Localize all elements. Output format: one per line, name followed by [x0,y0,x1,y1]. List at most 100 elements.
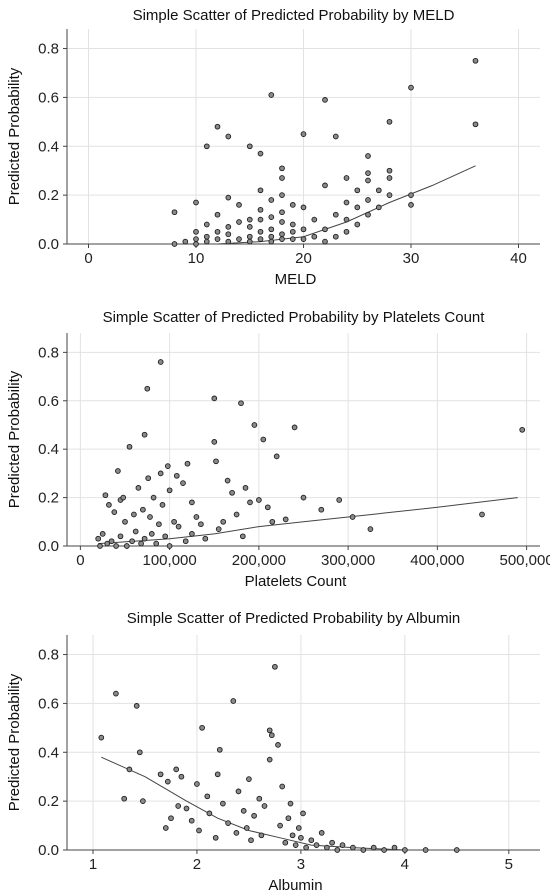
data-point [188,817,195,824]
data-point [264,504,271,511]
data-point [193,228,199,235]
data-point [332,133,339,140]
data-point [123,543,130,549]
data-point [214,236,221,242]
y-axis-label: Predicted Probability [6,370,23,508]
data-point [273,453,280,460]
data-point [269,518,276,525]
data-point [216,746,223,753]
data-point [300,226,307,233]
data-point [519,426,526,433]
data-point [268,214,275,220]
data-point [386,167,393,174]
data-point [150,494,157,501]
data-point [171,241,178,247]
data-point [203,233,210,240]
data-point [230,698,237,704]
data-point [145,475,152,482]
y-tick-label: 0.8 [38,41,59,58]
data-point [129,538,135,545]
data-point [240,808,247,814]
data-point [289,228,296,235]
data-point [247,499,253,506]
data-point [257,236,264,242]
data-point [203,238,210,245]
data-point [354,187,361,194]
data-point [322,182,328,189]
data-point [300,204,307,211]
data-point [343,175,350,181]
data-point [147,514,153,520]
data-point [268,238,275,245]
data-point [214,228,221,235]
data-point [141,431,148,438]
data-point [140,506,146,513]
data-point [175,523,182,530]
data-point [246,143,253,150]
data-point [203,221,210,228]
data-point [233,830,240,836]
data-point [408,84,414,91]
data-point [136,749,143,756]
data-point [386,118,393,125]
y-tick-label: 0.6 [38,89,59,106]
data-point [164,463,171,469]
x-axis-label: MELD [275,271,317,288]
data-point [157,470,164,477]
y-tick-label: 0.0 [38,842,59,859]
data-point [113,543,119,549]
data-point [157,771,164,778]
data-point [279,165,285,172]
chart-title: Simple Scatter of Predicted Probability … [127,610,461,627]
data-point [126,766,133,773]
data-point [289,202,296,208]
data-point [266,756,273,763]
data-point [322,97,328,103]
data-point [311,216,318,223]
data-point [199,724,205,731]
data-point [133,703,140,709]
data-point [386,192,393,198]
data-point [256,497,262,503]
y-tick-label: 0.2 [38,490,59,507]
data-point [256,795,263,802]
data-point [135,485,142,491]
x-tick-label: 40 [510,250,527,267]
data-point [236,219,242,225]
data-point [102,492,109,499]
data-point [303,844,309,851]
data-point [308,837,315,844]
data-point [408,192,414,198]
data-point [365,211,371,218]
data-point [279,209,285,216]
data-point [157,359,164,365]
y-tick-label: 0.6 [38,695,59,712]
data-point [144,385,151,392]
data-point [225,133,232,140]
data-point [367,526,374,532]
y-tick-label: 0.4 [38,138,59,155]
data-point [183,805,190,812]
x-tick-label: 4 [401,856,409,873]
data-point [99,531,106,537]
data-point [182,238,189,245]
data-point [215,526,222,532]
data-point [173,766,180,773]
data-point [268,92,275,98]
data-point [311,233,318,240]
data-point [289,236,296,242]
data-point [189,531,195,537]
x-tick-label: 400,000 [410,552,464,569]
data-point [138,540,144,547]
scatter-panel-3: 1 2 3 4 5 0.0 0.2 0.4 0.6 0.8 Simple Scatter of Pr… [6,610,540,894]
data-point [334,847,341,853]
x-axis-label: Albumin [268,877,322,894]
x-tick-label: 1 [89,856,97,873]
data-point [175,803,182,809]
data-point [225,231,232,238]
data-point [257,228,264,235]
data-point [277,822,283,829]
data-point [180,480,186,486]
data-point [168,815,174,822]
data-point [189,499,195,506]
